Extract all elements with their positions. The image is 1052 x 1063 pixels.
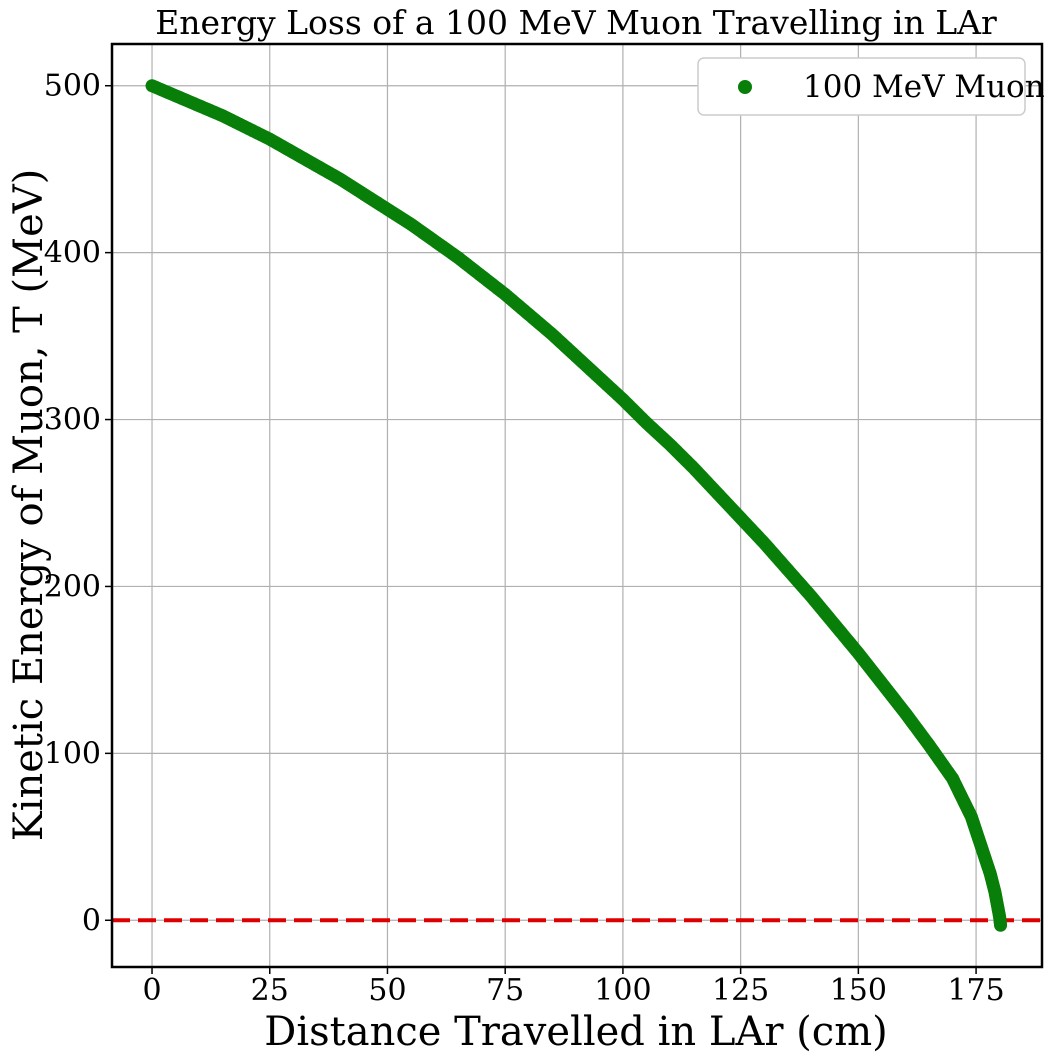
plot-frame xyxy=(110,42,1044,969)
y-tick-label: 500 xyxy=(44,69,101,104)
x-axis-label: Distance Travelled in LAr (cm) xyxy=(264,1009,887,1055)
legend: 100 MeV Muon xyxy=(697,57,1045,116)
x-tick-label: 25 xyxy=(251,973,289,1008)
x-tick-label: 150 xyxy=(830,973,887,1008)
y-axis-label: Kinetic Energy of Muon, T (MeV) xyxy=(6,169,52,841)
axis-ticks: 0 25 50 75 100 125 150 175 0 100 200 300 400 500 xyxy=(44,69,1005,1008)
legend-box xyxy=(697,57,1026,116)
legend-label: 100 MeV Muon xyxy=(803,69,1045,105)
y-tick-label: 400 xyxy=(44,236,101,271)
y-tick-label: 100 xyxy=(44,736,101,771)
data-points xyxy=(145,79,1008,932)
x-tick-label: 0 xyxy=(142,973,161,1008)
grid xyxy=(112,44,1042,967)
x-tick-label: 50 xyxy=(368,973,406,1008)
data-point xyxy=(994,918,1008,932)
x-tick-label: 100 xyxy=(594,973,651,1008)
x-tick-label: 175 xyxy=(947,973,1004,1008)
x-tick-label: 125 xyxy=(712,973,769,1008)
legend-marker xyxy=(738,80,752,94)
y-tick-label: 0 xyxy=(82,903,101,938)
chart-title: Energy Loss of a 100 MeV Muon Travelling… xyxy=(155,3,997,42)
y-tick-label: 300 xyxy=(44,403,101,438)
y-tick-label: 200 xyxy=(44,569,101,604)
x-tick-label: 75 xyxy=(486,973,524,1008)
